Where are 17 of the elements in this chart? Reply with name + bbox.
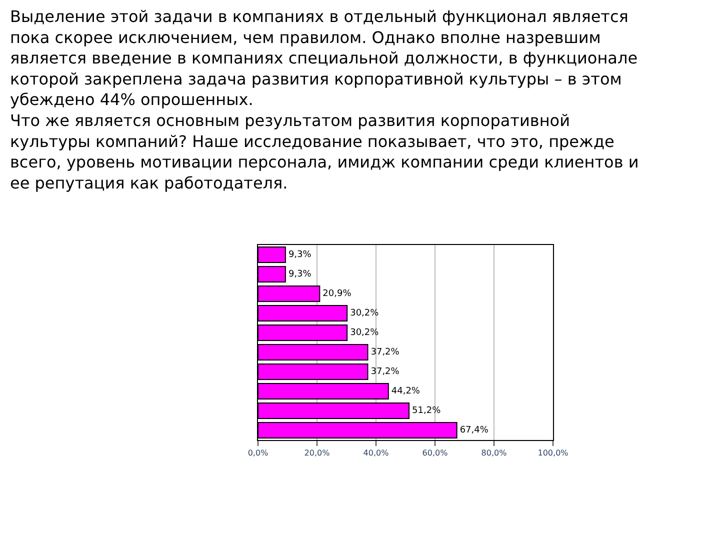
data-label: 67,4% [460, 425, 489, 436]
text: Выделение этой задачи в компаниях в отдельный функционал является пока скорее исключением, чем правилом. Однако вполне назревшим является введение в компаниях специальной должности, в функционале которой закреплена задача развития корпоративной культуры – в этом убеждено 44% опрошенных. Что же является основным результатом развития корпоративной культуры компаний? Наше исследование показывает, что это, прежде всего, уровень мотивации персонала, имидж компании среди клиентов и ее репутация как работодателя. [10, 7, 639, 192]
data-label: 44,2% [391, 386, 420, 396]
data-label: 37,2% [370, 347, 400, 358]
data-label: 30,2% [350, 328, 380, 338]
data-label: 30,2% [350, 308, 380, 318]
x-tick-label: 0,0% [248, 448, 269, 458]
data-label: 37,2% [370, 366, 400, 377]
data-label: 9,3% [288, 250, 312, 260]
data-label: 20,9% [322, 288, 352, 299]
data-label: 9,3% [288, 269, 312, 280]
x-tick-label: 100,0% [538, 448, 569, 458]
x-tick-label: 40,0% [363, 448, 390, 458]
x-tick-label: 60,0% [422, 448, 448, 458]
x-tick-label: 80,0% [481, 448, 508, 458]
x-tick-label: 20,0% [304, 448, 330, 458]
data-label: 51,2% [412, 406, 442, 416]
